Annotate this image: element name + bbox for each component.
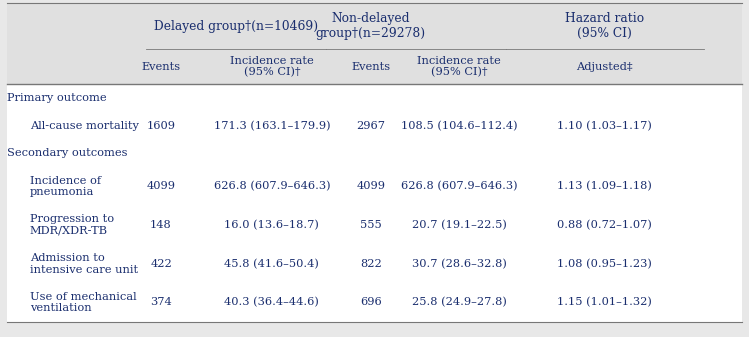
Text: Incidence of
pneumonia: Incidence of pneumonia bbox=[30, 176, 101, 197]
Text: 822: 822 bbox=[360, 259, 382, 269]
Text: 40.3 (36.4–44.6): 40.3 (36.4–44.6) bbox=[225, 297, 319, 308]
Text: 20.7 (19.1–22.5): 20.7 (19.1–22.5) bbox=[412, 220, 506, 230]
Text: 148: 148 bbox=[150, 220, 172, 230]
Text: 16.0 (13.6–18.7): 16.0 (13.6–18.7) bbox=[225, 220, 319, 230]
Text: Events: Events bbox=[142, 62, 181, 71]
Text: 2967: 2967 bbox=[357, 121, 385, 131]
Text: Delayed group†(n=10469): Delayed group†(n=10469) bbox=[154, 20, 318, 33]
Text: Incidence rate
(95% CI)†: Incidence rate (95% CI)† bbox=[417, 56, 501, 78]
Text: All-cause mortality: All-cause mortality bbox=[30, 121, 139, 131]
Text: 626.8 (607.9–646.3): 626.8 (607.9–646.3) bbox=[401, 181, 518, 191]
Text: Progression to
MDR/XDR-TB: Progression to MDR/XDR-TB bbox=[30, 214, 114, 236]
Bar bbox=[7, 3, 742, 84]
Text: Secondary outcomes: Secondary outcomes bbox=[7, 148, 128, 158]
Text: Hazard ratio
(95% CI): Hazard ratio (95% CI) bbox=[565, 12, 644, 40]
Text: 30.7 (28.6–32.8): 30.7 (28.6–32.8) bbox=[412, 258, 506, 269]
Text: 1.08 (0.95–1.23): 1.08 (0.95–1.23) bbox=[557, 258, 652, 269]
Text: 1.10 (1.03–1.17): 1.10 (1.03–1.17) bbox=[557, 121, 652, 131]
Text: 0.88 (0.72–1.07): 0.88 (0.72–1.07) bbox=[557, 220, 652, 230]
Text: 1.15 (1.01–1.32): 1.15 (1.01–1.32) bbox=[557, 297, 652, 308]
Text: 422: 422 bbox=[150, 259, 172, 269]
Text: Primary outcome: Primary outcome bbox=[7, 93, 107, 103]
Text: 1.13 (1.09–1.18): 1.13 (1.09–1.18) bbox=[557, 181, 652, 191]
Bar bbox=[7, 84, 742, 322]
Text: 4099: 4099 bbox=[147, 181, 175, 191]
Text: 45.8 (41.6–50.4): 45.8 (41.6–50.4) bbox=[225, 258, 319, 269]
Text: Incidence rate
(95% CI)†: Incidence rate (95% CI)† bbox=[230, 56, 314, 78]
Text: 374: 374 bbox=[150, 298, 172, 307]
Text: 1609: 1609 bbox=[147, 121, 175, 131]
Text: 171.3 (163.1–179.9): 171.3 (163.1–179.9) bbox=[213, 121, 330, 131]
Text: Non-delayed
group†(n=29278): Non-delayed group†(n=29278) bbox=[315, 12, 426, 40]
Text: 696: 696 bbox=[360, 298, 382, 307]
Text: Adjusted‡: Adjusted‡ bbox=[576, 62, 633, 71]
Text: 4099: 4099 bbox=[357, 181, 385, 191]
Text: Events: Events bbox=[351, 62, 390, 71]
Text: Admission to
intensive care unit: Admission to intensive care unit bbox=[30, 253, 138, 275]
Text: 108.5 (104.6–112.4): 108.5 (104.6–112.4) bbox=[401, 121, 518, 131]
Text: 25.8 (24.9–27.8): 25.8 (24.9–27.8) bbox=[412, 297, 506, 308]
Text: Use of mechanical
ventilation: Use of mechanical ventilation bbox=[30, 292, 136, 313]
Text: 626.8 (607.9–646.3): 626.8 (607.9–646.3) bbox=[213, 181, 330, 191]
Text: 555: 555 bbox=[360, 220, 382, 230]
